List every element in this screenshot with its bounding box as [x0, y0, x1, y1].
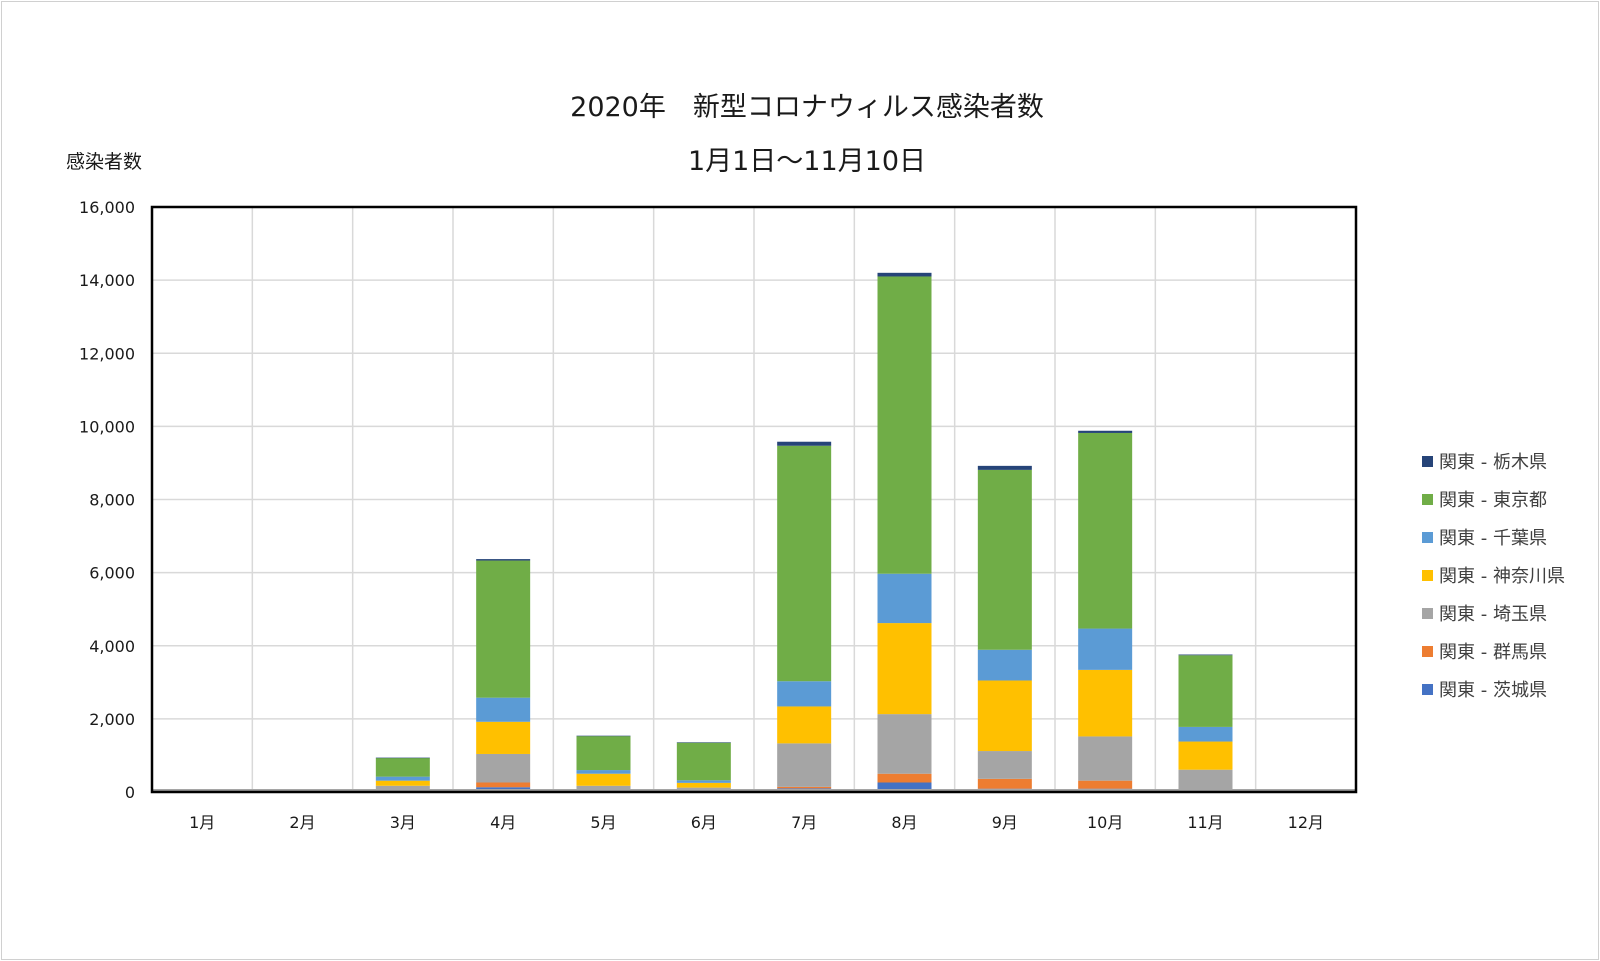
bar-segment [1078, 736, 1133, 781]
bar-segment [375, 757, 430, 759]
bar-segment [877, 573, 932, 624]
x-tick-label: 7月 [791, 813, 817, 832]
bar-segment [977, 469, 1032, 650]
bar-segment [676, 782, 731, 788]
x-tick-labels: 1月 2月 3月 4月 5月 6月 7月 8月 9月 10月 11月 12月 [189, 813, 1324, 832]
bar-segment [1078, 628, 1133, 670]
bar-segment [977, 778, 1032, 789]
bar-segment [1178, 726, 1233, 742]
bar-segment [576, 785, 631, 791]
legend-entry: 関東 - 栃木県 [1439, 452, 1547, 473]
bar-segment [375, 757, 430, 777]
bar-segment [476, 559, 531, 561]
legend-entry: 関東 - 群馬県 [1439, 642, 1547, 663]
bar-segment [576, 770, 631, 774]
gridlines [152, 206, 1356, 793]
bar-segment [676, 780, 731, 783]
chart-subtitle: 1月1日～11月10日 [688, 146, 926, 177]
bar-segment [676, 742, 731, 743]
baseline-strip [152, 789, 1356, 792]
x-tick-label: 6月 [691, 813, 717, 832]
bar-segment [676, 742, 731, 781]
bar-segment [375, 780, 430, 786]
bar-segment [877, 714, 932, 774]
x-tick-label: 4月 [490, 813, 516, 832]
legend-entry: 関東 - 神奈川県 [1439, 566, 1565, 587]
legend-swatch [1422, 684, 1433, 695]
bar-segment [1178, 655, 1233, 727]
bar-segment [777, 445, 832, 682]
bar-segment [777, 743, 832, 787]
bar-segment [476, 560, 531, 698]
y-tick-labels: 0 2,000 4,000 6,000 8,000 10,000 12,000 14,000 1… [79, 198, 135, 802]
bar-segment [576, 735, 631, 737]
bar-segment [375, 776, 430, 781]
y-tick-label: 14,000 [79, 271, 135, 290]
bar-segment [977, 465, 1032, 470]
bar-segment [1078, 432, 1133, 629]
bar-segment [1178, 654, 1233, 656]
bar-segment [1078, 669, 1133, 737]
bar-segment [1078, 780, 1133, 789]
y-tick-label: 12,000 [79, 344, 135, 363]
bar-segment [1178, 769, 1233, 791]
y-tick-label: 8,000 [89, 491, 135, 510]
bar-segment [977, 751, 1032, 779]
legend-swatch [1422, 494, 1433, 505]
x-tick-label: 9月 [992, 813, 1018, 832]
bar-segment [777, 681, 832, 707]
bar-segment [977, 680, 1032, 752]
legend-swatch [1422, 570, 1433, 581]
x-tick-label: 5月 [590, 813, 616, 832]
bar-segment [476, 753, 531, 783]
bar-segment [476, 782, 531, 788]
x-tick-label: 8月 [891, 813, 917, 832]
bars-group [152, 272, 1356, 793]
bar-segment [777, 441, 832, 446]
bar-segment [375, 785, 430, 790]
y-tick-label: 16,000 [79, 198, 135, 217]
bar-segment [877, 623, 932, 715]
x-tick-label: 2月 [289, 813, 315, 832]
y-tick-label: 10,000 [79, 417, 135, 436]
bar-segment [877, 276, 932, 574]
chart-title: 2020年 新型コロナウィルス感染者数 [570, 92, 1044, 123]
bar-segment [476, 721, 531, 754]
y-axis-label: 感染者数 [66, 151, 142, 173]
bar-segment [877, 773, 932, 783]
legend-entry: 関東 - 埼玉県 [1439, 604, 1547, 625]
x-tick-label: 10月 [1087, 813, 1123, 832]
bar-segment [777, 786, 832, 789]
plot-area-border [150, 205, 1358, 794]
bar-segment [977, 649, 1032, 681]
legend-entry: 関東 - 千葉県 [1439, 528, 1547, 549]
legend-swatch [1422, 532, 1433, 543]
bar-segment [576, 773, 631, 786]
y-tick-label: 4,000 [89, 637, 135, 656]
y-tick-label: 2,000 [89, 710, 135, 729]
bar-segment [1078, 430, 1133, 433]
legend-swatch [1422, 608, 1433, 619]
legend-swatch [1422, 646, 1433, 657]
bar-segment [576, 736, 631, 771]
legend-entry: 関東 - 東京都 [1439, 490, 1547, 511]
x-tick-label: 1月 [189, 813, 215, 832]
bar-segment [777, 706, 832, 744]
legend-entry: 関東 - 茨城県 [1439, 680, 1547, 701]
bar-segment [1178, 741, 1233, 770]
x-tick-label: 3月 [390, 813, 416, 832]
bar-segment [476, 697, 531, 722]
bar-segment [877, 272, 932, 277]
x-tick-label: 12月 [1288, 813, 1324, 832]
y-tick-label: 0 [125, 783, 135, 802]
x-tick-label: 11月 [1187, 813, 1223, 832]
legend-swatch [1422, 456, 1433, 467]
y-tick-label: 6,000 [89, 564, 135, 583]
bar-segment [877, 782, 932, 792]
